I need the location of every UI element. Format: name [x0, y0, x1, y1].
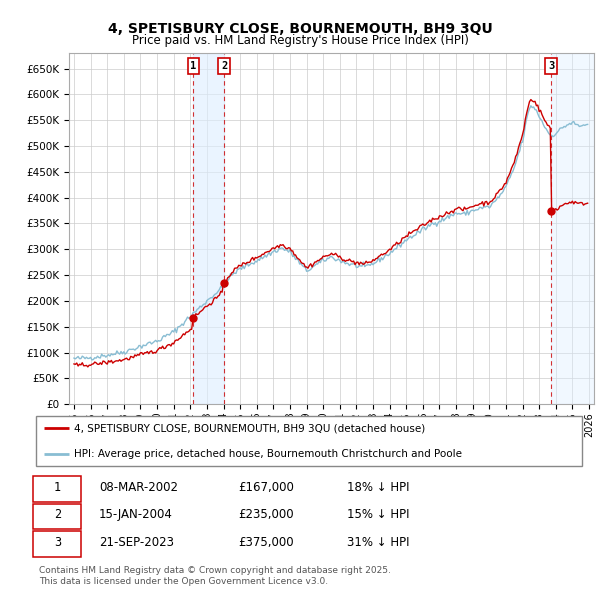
Text: 2: 2: [54, 508, 61, 522]
Text: 15-JAN-2004: 15-JAN-2004: [99, 508, 173, 522]
Text: 3: 3: [54, 536, 61, 549]
Text: 08-MAR-2002: 08-MAR-2002: [99, 481, 178, 494]
Bar: [551, 53, 594, 404]
Text: 1: 1: [190, 61, 196, 71]
Bar: [193, 53, 224, 404]
Text: £235,000: £235,000: [238, 508, 293, 522]
FancyBboxPatch shape: [33, 504, 82, 529]
Text: 18% ↓ HPI: 18% ↓ HPI: [347, 481, 410, 494]
Text: 4, SPETISBURY CLOSE, BOURNEMOUTH, BH9 3QU: 4, SPETISBURY CLOSE, BOURNEMOUTH, BH9 3Q…: [107, 22, 493, 37]
FancyBboxPatch shape: [33, 476, 82, 502]
Text: 4, SPETISBURY CLOSE, BOURNEMOUTH, BH9 3QU (detached house): 4, SPETISBURY CLOSE, BOURNEMOUTH, BH9 3Q…: [74, 424, 425, 434]
FancyBboxPatch shape: [33, 531, 82, 557]
Text: Contains HM Land Registry data © Crown copyright and database right 2025.
This d: Contains HM Land Registry data © Crown c…: [39, 566, 391, 586]
Text: HPI: Average price, detached house, Bournemouth Christchurch and Poole: HPI: Average price, detached house, Bour…: [74, 448, 462, 458]
Text: 31% ↓ HPI: 31% ↓ HPI: [347, 536, 410, 549]
Text: 1: 1: [54, 481, 61, 494]
Text: £375,000: £375,000: [238, 536, 293, 549]
Text: £167,000: £167,000: [238, 481, 294, 494]
Text: 2: 2: [221, 61, 227, 71]
Text: 3: 3: [548, 61, 554, 71]
Text: 21-SEP-2023: 21-SEP-2023: [99, 536, 174, 549]
Text: 15% ↓ HPI: 15% ↓ HPI: [347, 508, 410, 522]
Text: Price paid vs. HM Land Registry's House Price Index (HPI): Price paid vs. HM Land Registry's House …: [131, 34, 469, 47]
